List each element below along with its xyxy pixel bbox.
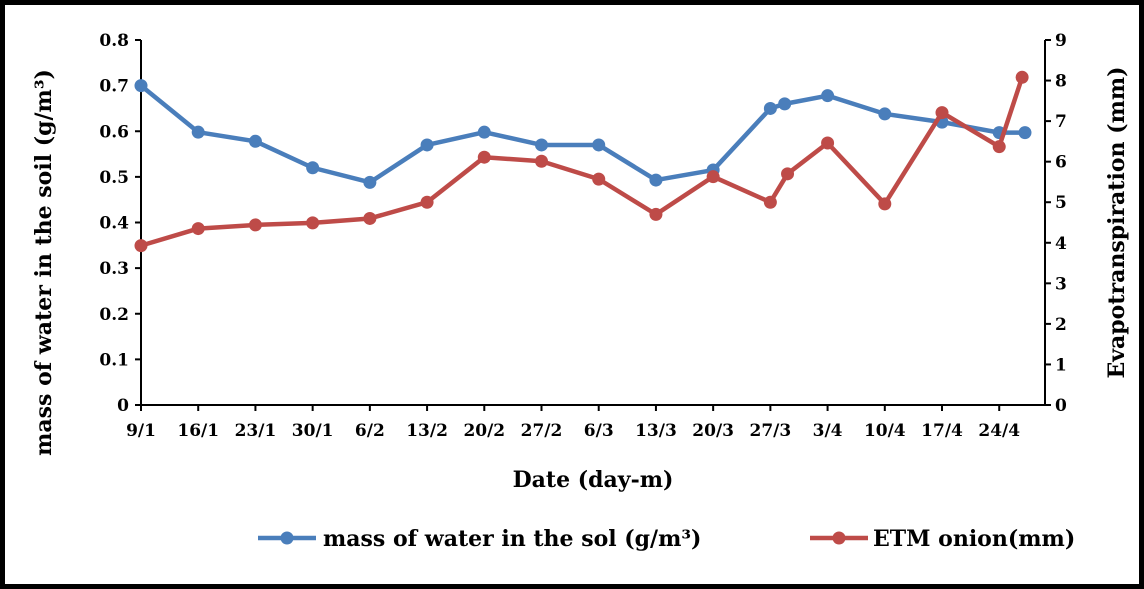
y-left-tick-label: 0.5 <box>99 168 129 188</box>
legend-marker-2 <box>832 531 846 545</box>
series-2-point <box>191 222 205 236</box>
y-axis-left-title: mass of water in the soil (g/m³) <box>31 69 57 456</box>
x-tick-label: 13/3 <box>635 421 677 441</box>
x-tick-label: 27/3 <box>750 421 792 441</box>
x-tick-label: 20/3 <box>692 421 734 441</box>
x-tick-label: 16/1 <box>177 421 219 441</box>
x-tick-label: 10/4 <box>864 421 906 441</box>
y-right-tick-label: 8 <box>1055 72 1067 92</box>
x-axis-title: Date (day-m) <box>513 467 674 493</box>
series-2-point <box>420 195 434 209</box>
series-2-point <box>1015 70 1029 84</box>
y-right-tick-label: 1 <box>1055 355 1067 375</box>
y-left-tick-label: 0.3 <box>99 259 129 279</box>
x-tick-label: 9/1 <box>126 421 156 441</box>
series-1-point <box>477 125 491 139</box>
series-1-point <box>878 107 892 121</box>
y-left-tick-label: 0.1 <box>99 350 129 370</box>
y-right-tick-label: 0 <box>1055 396 1067 416</box>
series-2-point <box>821 136 835 150</box>
y-left-tick-label: 0.7 <box>99 77 129 97</box>
y-axis-right-title: Evapotranspiration (mm) <box>1104 66 1130 378</box>
series-1-point <box>778 97 792 111</box>
legend-label-1: mass of water in the sol (g/m³) <box>323 526 701 552</box>
legend-marker-1 <box>280 531 294 545</box>
series-2-point <box>363 211 377 225</box>
series-2-point <box>763 195 777 209</box>
series-2-point <box>592 172 606 186</box>
series-2-point <box>781 167 795 181</box>
series-line-2 <box>140 76 1025 248</box>
y-left-tick-label: 0.2 <box>99 305 129 325</box>
series-1-point <box>535 138 549 152</box>
series-2-point <box>535 154 549 168</box>
legend-label-2: ETM onion(mm) <box>873 526 1075 552</box>
y-left-tick-label: 0.8 <box>99 31 129 51</box>
legend: mass of water in the sol (g/m³) ETM onion… <box>258 526 1075 552</box>
y-right-tick-label: 3 <box>1055 274 1067 294</box>
series-2-point <box>706 170 720 184</box>
series-1-point <box>248 134 262 148</box>
x-tick-label: 27/2 <box>521 421 563 441</box>
series-2-point <box>649 207 663 221</box>
series-1-point <box>363 175 377 189</box>
x-tick-label: 24/4 <box>978 421 1020 441</box>
series-1-point <box>592 138 606 152</box>
series-2-point <box>992 140 1006 154</box>
y-right-tick-label: 2 <box>1055 315 1067 335</box>
series-1-point <box>306 161 320 175</box>
series-1-point <box>134 79 148 93</box>
x-tick-label: 30/1 <box>292 421 334 441</box>
series-2-point <box>878 197 892 211</box>
x-tick-label: 20/2 <box>463 421 505 441</box>
y-left-tick-label: 0 <box>117 396 129 416</box>
x-tick-label: 3/4 <box>813 421 843 441</box>
axes: 0 0.1 0.2 0.3 0.4 0.5 0.6 0.7 0.8 0 1 2 3 4 5 6 7 8 9 9/1 16… <box>99 31 1067 441</box>
y-right-tick-label: 7 <box>1055 112 1067 132</box>
y-right-tick-label: 6 <box>1055 153 1067 173</box>
series-layer <box>134 70 1032 253</box>
y-right-tick-label: 5 <box>1055 193 1067 213</box>
x-tick-label: 13/2 <box>406 421 448 441</box>
x-tick-label: 23/1 <box>235 421 277 441</box>
series-1-point <box>1018 126 1032 140</box>
series-2-point <box>935 106 949 120</box>
y-right-tick-label: 9 <box>1055 31 1067 51</box>
x-tick-label: 6/2 <box>355 421 385 441</box>
series-line-1 <box>139 83 1025 185</box>
y-right-tick-label: 4 <box>1055 234 1067 254</box>
series-2-point <box>306 216 320 230</box>
series-2-point <box>248 218 262 232</box>
series-1-point <box>649 173 663 187</box>
series-2-point <box>477 150 491 164</box>
x-tick-label: 6/3 <box>584 421 614 441</box>
series-1-point <box>191 125 205 139</box>
series-1-point <box>420 138 434 152</box>
x-tick-label: 17/4 <box>921 421 963 441</box>
series-1-point <box>763 101 777 115</box>
series-2-point <box>134 239 148 253</box>
y-left-tick-label: 0.4 <box>99 214 129 234</box>
series-1-point <box>821 89 835 103</box>
y-left-tick-label: 0.6 <box>99 122 129 142</box>
